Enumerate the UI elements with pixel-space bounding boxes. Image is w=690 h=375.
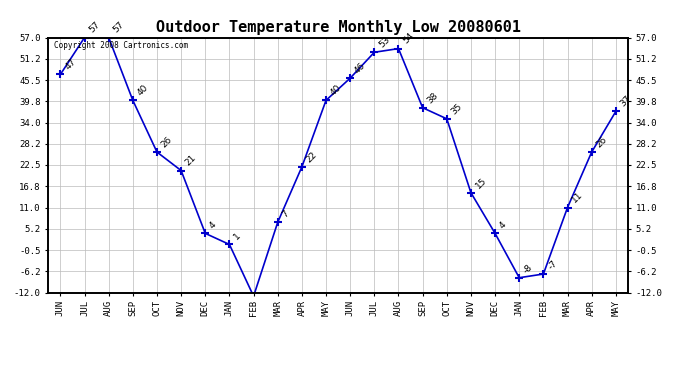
Text: 26: 26	[160, 135, 174, 149]
Text: -13: -13	[0, 374, 1, 375]
Text: 38: 38	[426, 90, 440, 105]
Text: -8: -8	[522, 262, 535, 275]
Text: 57: 57	[88, 20, 102, 35]
Text: 15: 15	[474, 176, 489, 190]
Text: 4: 4	[498, 220, 509, 231]
Text: 37: 37	[619, 94, 633, 109]
Text: 53: 53	[377, 35, 392, 50]
Title: Outdoor Temperature Monthly Low 20080601: Outdoor Temperature Monthly Low 20080601	[156, 20, 520, 35]
Text: 21: 21	[184, 153, 198, 168]
Text: Copyright 2008 Cartronics.com: Copyright 2008 Cartronics.com	[54, 41, 188, 50]
Text: 1: 1	[233, 231, 243, 242]
Text: 35: 35	[450, 102, 464, 116]
Text: 57: 57	[112, 20, 126, 35]
Text: 26: 26	[595, 135, 609, 149]
Text: 40: 40	[136, 83, 150, 98]
Text: 46: 46	[353, 61, 367, 75]
Text: 54: 54	[402, 32, 415, 46]
Text: 47: 47	[63, 57, 77, 72]
Text: 7: 7	[281, 209, 291, 219]
Text: 22: 22	[305, 150, 319, 164]
Text: 11: 11	[571, 190, 585, 205]
Text: 4: 4	[208, 220, 219, 231]
Text: 40: 40	[329, 83, 343, 98]
Text: -7: -7	[546, 258, 559, 271]
